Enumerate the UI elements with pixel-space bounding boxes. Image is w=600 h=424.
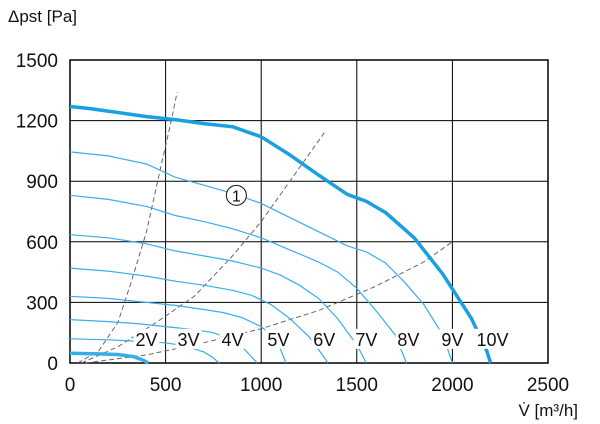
y-tick-label: 1500 <box>16 51 58 72</box>
x-tick-label: 2000 <box>431 375 473 396</box>
speed-label-8v: 8V <box>397 330 419 350</box>
x-tick-label: 500 <box>150 375 182 396</box>
speed-curve-8v <box>69 194 408 364</box>
speed-label-bg <box>133 328 160 349</box>
y-tick-label: 900 <box>26 172 58 193</box>
system-curve <box>85 241 453 364</box>
speed-labels: 2V 3V 4V 5V 6V 7V 8V 9V 10V <box>133 328 512 350</box>
x-tick-label: 1500 <box>336 375 378 396</box>
speed-label-3v: 3V <box>178 330 200 350</box>
x-tick-label: 2500 <box>527 375 569 396</box>
speed-curve-7v <box>69 234 367 364</box>
speed-curve-4v <box>69 319 258 364</box>
speed-label-bg <box>474 328 512 349</box>
speed-label-6v: 6V <box>313 330 335 350</box>
speed-curve-3v <box>69 338 220 364</box>
y-axis-label: Δpst [Pa] <box>8 7 77 26</box>
max-curve-group <box>69 104 493 364</box>
speed-label-bg <box>353 328 380 349</box>
plot-frame <box>69 59 549 364</box>
marker-circle <box>225 184 247 206</box>
speed-curve-6v <box>69 267 329 364</box>
speed-label-bg <box>265 328 292 349</box>
curve-marker: 1 <box>225 184 247 206</box>
grid <box>69 59 549 364</box>
system-curves <box>77 92 453 364</box>
system-curve <box>81 132 325 364</box>
speed-label-9v: 9V <box>441 330 463 350</box>
y-tick-label: 300 <box>26 293 58 314</box>
speed-label-bg <box>439 328 466 349</box>
speed-curve-2v <box>69 351 150 365</box>
speed-curve-9v <box>69 151 453 364</box>
speed-label-bg <box>395 328 422 349</box>
x-tick-label: 0 <box>65 375 76 396</box>
speed-curves <box>69 151 453 365</box>
max-curve <box>69 104 493 364</box>
speed-label-7v: 7V <box>355 330 377 350</box>
system-curve <box>77 92 178 364</box>
speed-label-bg <box>219 328 246 349</box>
speed-label-10v: 10V <box>477 330 509 350</box>
speed-label-4v: 4V <box>222 330 244 350</box>
speed-label-5v: 5V <box>267 330 289 350</box>
speed-label-bg <box>175 328 202 349</box>
y-tick-label: 600 <box>26 233 58 254</box>
x-tick-label: 1000 <box>240 375 282 396</box>
speed-label-bg <box>311 328 338 349</box>
speed-label-2v: 2V <box>135 330 157 350</box>
tick-labels: 0 500 1000 1500 2000 2500 0 300 600 900 1200 1500 <box>16 51 569 396</box>
y-tick-label: 0 <box>47 354 58 375</box>
marker-text: 1 <box>232 188 241 205</box>
y-tick-label: 1200 <box>16 112 58 133</box>
x-axis-label: V̇ [m³/h] <box>518 401 578 420</box>
